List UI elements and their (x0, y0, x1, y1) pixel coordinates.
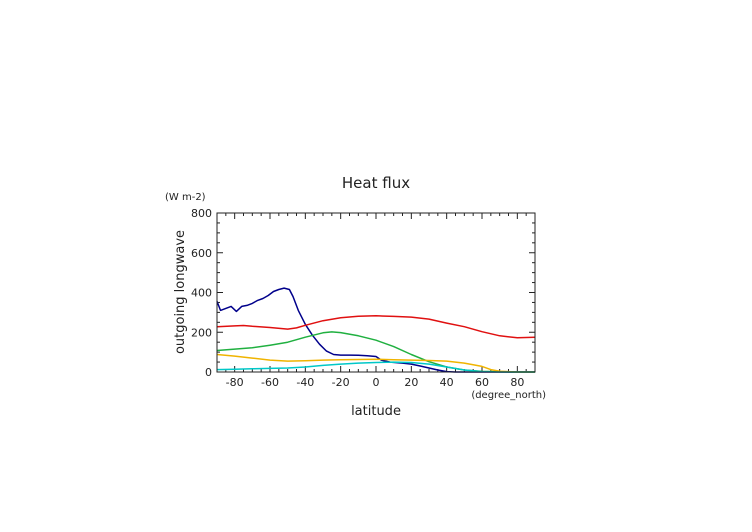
y-axis-label: outgoing longwave (173, 230, 188, 354)
y-tick-label: 800 (191, 207, 212, 220)
x-axis-label: latitude (351, 404, 401, 419)
x-tick-label: 0 (373, 376, 380, 389)
x-axis-unit: (degree_north) (471, 390, 546, 401)
y-tick-label: 0 (205, 366, 212, 379)
x-tick-label: -80 (226, 376, 244, 389)
series-line-3 (216, 331, 535, 373)
series-lines (216, 287, 536, 373)
y-tick-label: 400 (191, 287, 212, 300)
x-tick-label: 20 (404, 376, 418, 389)
plot-frame (216, 212, 536, 373)
x-tick-label: 80 (510, 376, 524, 389)
series-line-1 (216, 287, 535, 373)
x-tick-label: -60 (261, 376, 279, 389)
y-tick-label: 600 (191, 247, 212, 260)
x-tick-label: -40 (296, 376, 314, 389)
chart-title: Heat flux (342, 174, 410, 192)
x-tick-label: 40 (440, 376, 454, 389)
series-line-4 (216, 353, 535, 373)
axis-ticks (216, 212, 536, 373)
x-tick-label: 60 (475, 376, 489, 389)
x-tick-label: -20 (332, 376, 350, 389)
y-tick-label: 200 (191, 326, 212, 339)
y-axis-unit: (W m-2) (165, 192, 206, 203)
series-line-2 (216, 315, 536, 339)
